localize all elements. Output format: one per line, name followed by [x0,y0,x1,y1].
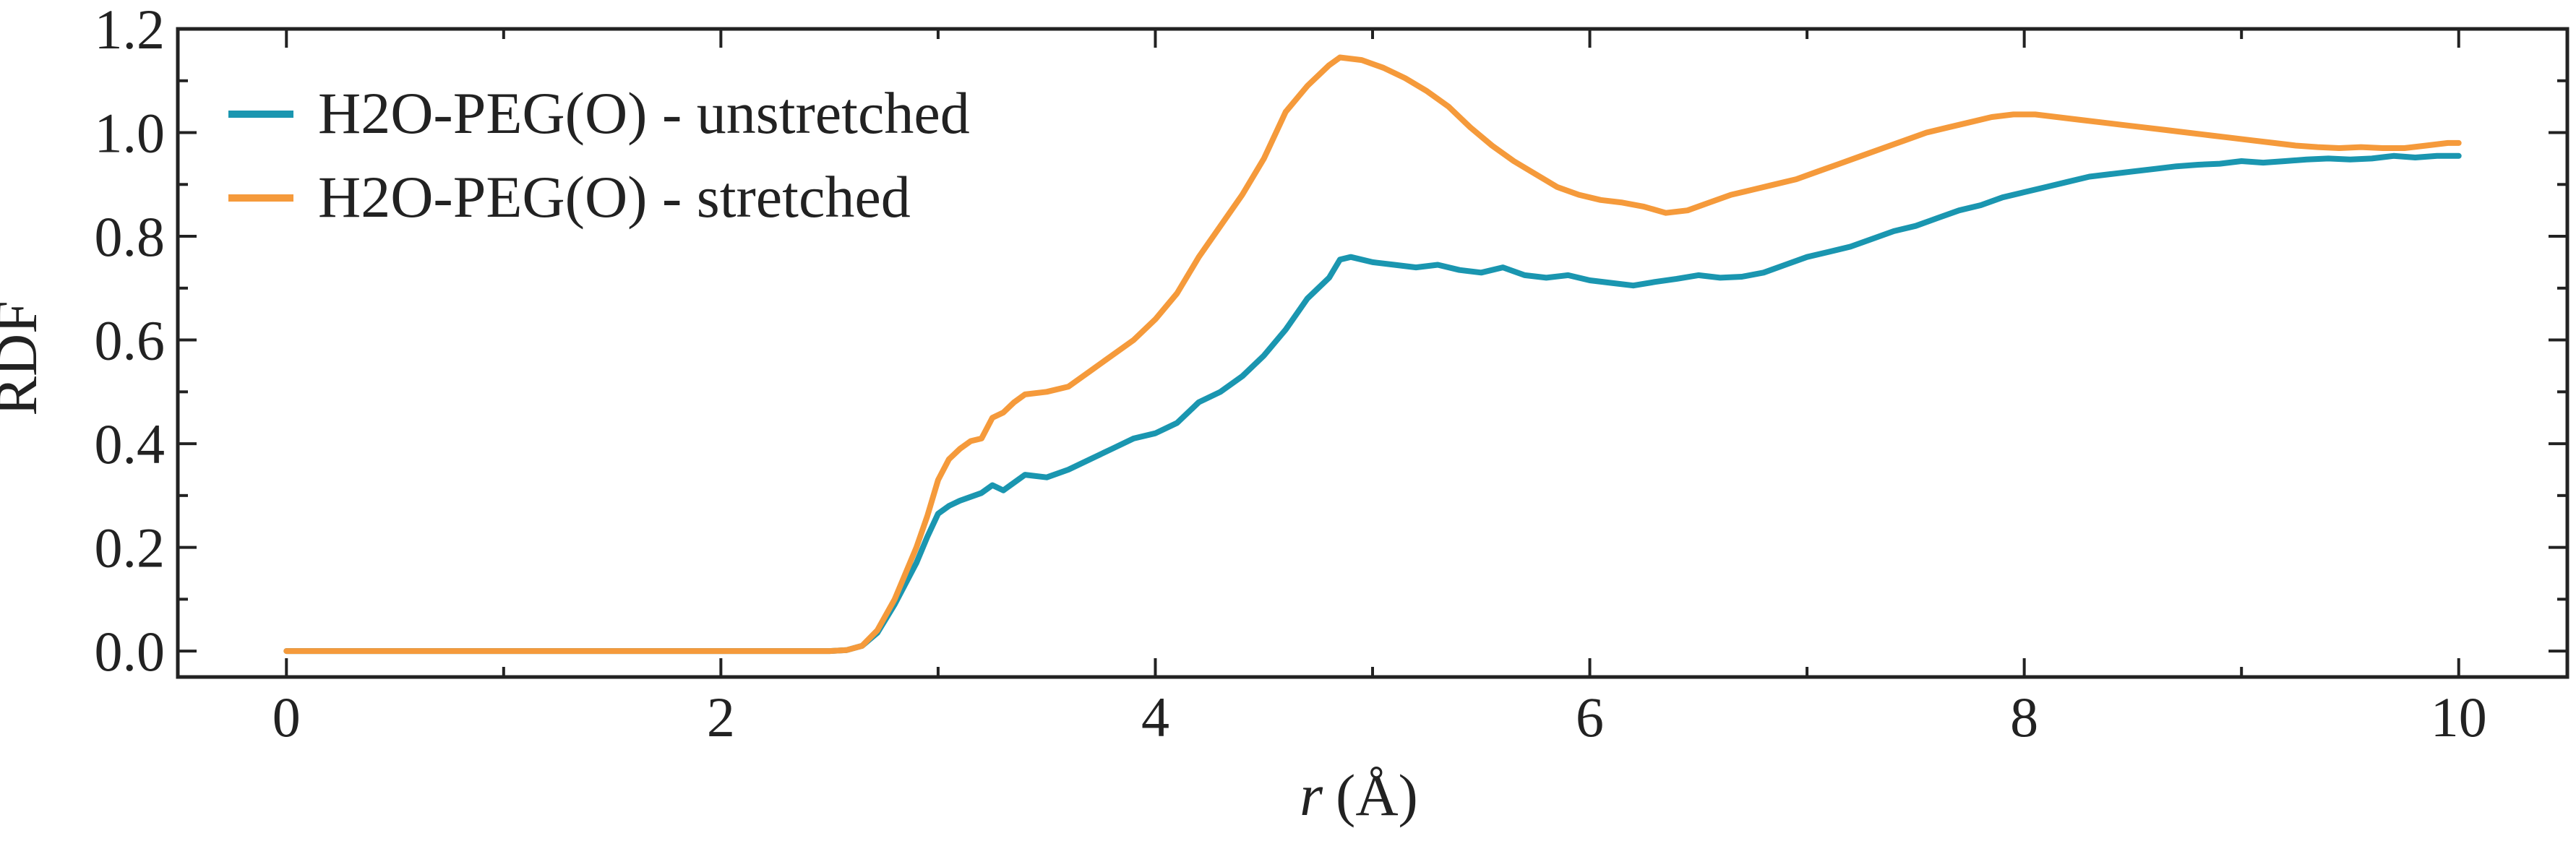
x-tick-label: 0 [272,686,301,749]
y-axis-title: RDF [0,301,49,416]
x-axis-variable: r [1300,762,1323,828]
y-tick-label: 1.2 [95,0,166,61]
legend: H2O-PEG(O) - unstretched H2O-PEG(O) - st… [228,80,970,230]
y-tick-label: 0.4 [95,413,166,475]
ticks-layer [178,27,2567,677]
x-axis-unit: (Å) [1336,762,1418,828]
series-line-unstretched [283,152,2462,655]
y-tick-label: 0.0 [95,620,166,683]
y-tick-label: 1.0 [95,102,166,165]
x-tick-label: 4 [1141,686,1169,749]
tick-labels-layer: 0 2 4 6 8 10 0.0 0.2 0.4 0.6 0.8 1.0 1.2 [95,0,2487,749]
series-layer [283,54,2462,655]
y-tick-label: 0.8 [95,205,166,268]
x-tick-label: 10 [2431,686,2487,749]
x-tick-label: 6 [1576,686,1604,749]
y-tick-label: 0.6 [95,309,166,372]
x-tick-label: 2 [707,686,735,749]
legend-label-stretched: H2O-PEG(O) - stretched [318,164,911,230]
series-line-stretched [283,54,2462,655]
legend-label-unstretched: H2O-PEG(O) - unstretched [318,80,970,146]
x-tick-label: 8 [2010,686,2038,749]
x-axis-title: r (Å) [1300,762,1418,828]
y-tick-label: 0.2 [95,517,166,579]
